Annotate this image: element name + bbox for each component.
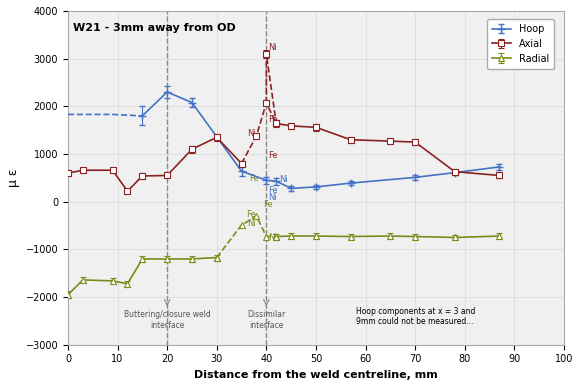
X-axis label: Distance from the weld centreline, mm: Distance from the weld centreline, mm (194, 370, 438, 380)
Text: Buttering/closure weld
interface: Buttering/closure weld interface (124, 310, 211, 330)
Text: W21 - 3mm away from OD: W21 - 3mm away from OD (73, 23, 235, 33)
Text: Hoop components at x = 3 and
9mm could not be measured...: Hoop components at x = 3 and 9mm could n… (356, 307, 475, 326)
Text: Ni: Ni (279, 175, 288, 184)
Text: Fe: Fe (246, 210, 255, 219)
Text: Ni: Ni (268, 194, 277, 202)
Text: Fe: Fe (268, 151, 277, 160)
Text: Fe: Fe (268, 115, 277, 124)
Text: Ni: Ni (246, 219, 255, 228)
Text: Fe: Fe (268, 186, 277, 195)
Text: Fe: Fe (249, 174, 259, 183)
Text: Fe: Fe (263, 200, 273, 209)
Text: Dissimilar
interface: Dissimilar interface (247, 310, 285, 330)
Text: Ni: Ni (268, 43, 277, 52)
Text: Ni: Ni (246, 130, 255, 139)
Text: Ni: Ni (268, 233, 277, 242)
Y-axis label: μ ε: μ ε (7, 169, 20, 187)
Legend: Hoop, Axial, Radial: Hoop, Axial, Radial (487, 19, 554, 68)
